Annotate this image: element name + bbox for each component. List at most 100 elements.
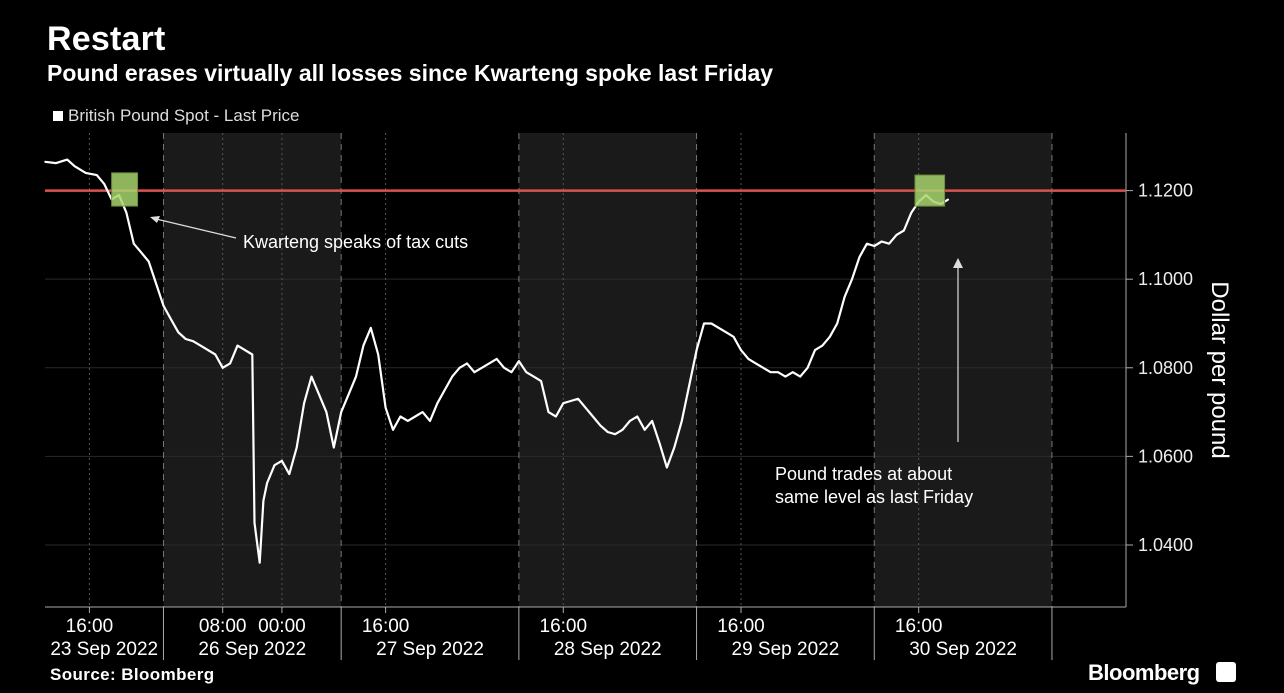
y-tick-label-0: 1.0400 (1138, 535, 1193, 555)
price-point-40 (347, 393, 350, 396)
x-tick-label-1: 08:00 (199, 616, 247, 637)
price-point-82 (658, 442, 661, 444)
price-point-77 (621, 429, 624, 431)
price-point-15 (170, 318, 172, 320)
price-point-47 (399, 415, 402, 418)
price-point-45 (384, 406, 387, 409)
price-point-14 (162, 304, 165, 307)
y-tick-label-4: 1.1200 (1138, 181, 1193, 201)
price-point-39 (340, 411, 342, 413)
price-point-12 (147, 260, 150, 263)
annotation-text-0: Kwarteng speaks of tax cuts (243, 232, 468, 252)
price-line-0 (44, 158, 949, 564)
price-point-11 (140, 251, 143, 254)
price-point-67 (547, 411, 550, 413)
shaded-band-1 (518, 133, 697, 607)
price-point-121 (947, 198, 950, 201)
legend-swatch (53, 111, 63, 121)
x-tick-label-6: 16:00 (895, 616, 943, 637)
price-point-102 (806, 366, 809, 369)
price-point-100 (792, 371, 794, 374)
price-point-17 (184, 338, 187, 340)
price-point-116 (910, 211, 913, 214)
price-point-59 (488, 362, 491, 365)
price-point-105 (829, 335, 831, 338)
price-point-57 (473, 371, 476, 374)
x-tick-label-0: 16:00 (66, 616, 114, 637)
price-point-62 (510, 371, 513, 374)
annotation-arrowhead-1 (953, 258, 963, 268)
price-point-27 (258, 561, 261, 564)
price-point-22 (229, 362, 231, 365)
price-point-84 (673, 446, 676, 449)
price-point-68 (555, 415, 557, 418)
price-point-113 (888, 242, 890, 245)
price-point-111 (873, 245, 876, 247)
price-point-16 (177, 331, 180, 334)
price-point-92 (732, 335, 735, 338)
price-point-29 (266, 482, 268, 484)
price-point-5 (96, 174, 98, 176)
price-point-31 (281, 460, 283, 462)
price-point-42 (362, 344, 365, 347)
price-point-60 (495, 358, 498, 360)
price-point-26 (255, 539, 258, 542)
price-point-74 (599, 424, 602, 427)
price-point-79 (636, 415, 639, 418)
price-point-23 (236, 344, 239, 347)
source-note: Source: Bloomberg (50, 665, 215, 684)
chart-title: Restart (47, 20, 166, 58)
price-point-2 (66, 158, 69, 161)
price-point-104 (821, 344, 824, 347)
chart-subtitle: Pound erases virtually all losses since … (47, 60, 774, 86)
price-point-53 (444, 389, 446, 391)
price-point-41 (355, 375, 357, 378)
price-point-4 (84, 172, 87, 174)
highlight-box-0 (111, 172, 139, 207)
highlight-box-1 (914, 174, 946, 207)
x-date-label-0: 23 Sep 2022 (50, 639, 158, 660)
price-point-83 (666, 466, 668, 469)
price-point-48 (407, 420, 409, 422)
price-point-61 (503, 366, 505, 369)
price-point-50 (421, 411, 424, 413)
price-point-51 (429, 420, 431, 422)
price-point-9 (125, 211, 128, 214)
price-point-66 (540, 380, 542, 382)
x-tick-label-2: 00:00 (258, 616, 306, 637)
price-point-13 (155, 282, 157, 285)
price-point-106 (836, 322, 839, 325)
price-point-19 (199, 344, 202, 347)
price-point-85 (680, 420, 683, 422)
x-date-label-3: 28 Sep 2022 (554, 639, 662, 660)
price-point-30 (273, 464, 276, 467)
price-point-94 (747, 358, 750, 360)
price-point-37 (325, 411, 328, 413)
price-point-33 (295, 446, 298, 449)
price-point-44 (377, 353, 379, 356)
annotation-arrow-0 (151, 217, 237, 239)
price-point-46 (392, 429, 394, 431)
price-point-0 (44, 160, 46, 163)
price-point-86 (688, 384, 690, 387)
price-point-1 (55, 162, 57, 164)
price-point-95 (754, 362, 757, 365)
price-point-56 (466, 362, 468, 365)
price-point-97 (769, 371, 772, 374)
price-point-110 (866, 242, 868, 245)
price-point-21 (221, 366, 224, 369)
price-point-55 (458, 366, 461, 369)
price-point-72 (584, 406, 587, 409)
price-point-103 (814, 349, 816, 351)
price-point-93 (740, 349, 742, 351)
price-point-88 (703, 322, 705, 325)
price-point-96 (762, 366, 764, 369)
price-point-63 (518, 360, 520, 362)
price-point-99 (784, 375, 787, 378)
x-date-label-5: 30 Sep 2022 (909, 639, 1017, 660)
brand-logo: Bloomberg (1088, 660, 1200, 685)
x-date-label-2: 27 Sep 2022 (376, 639, 484, 660)
price-point-73 (592, 415, 594, 418)
price-point-87 (695, 349, 698, 351)
